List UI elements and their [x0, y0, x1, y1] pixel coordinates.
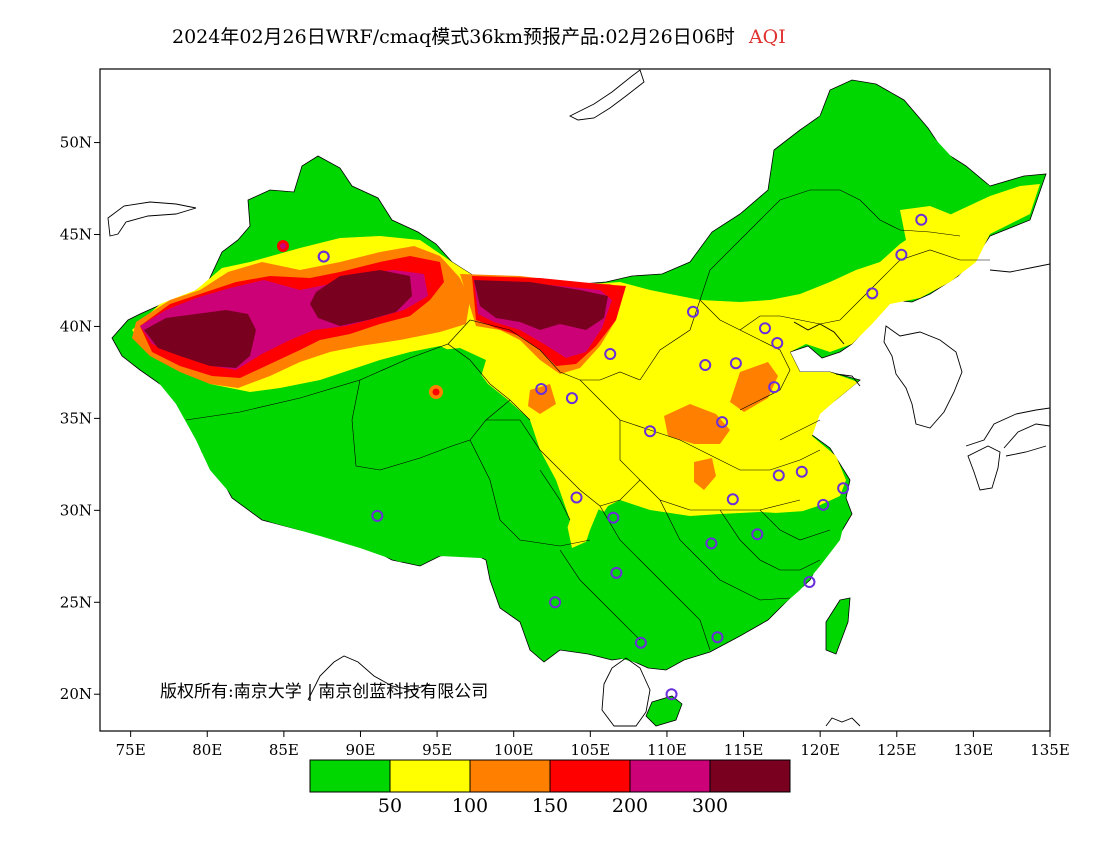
zone-green-tibet [150, 348, 570, 562]
legend-label: 150 [532, 795, 568, 817]
legend-swatch [709, 759, 791, 793]
station-marker [915, 213, 928, 226]
x-tick-label: 80E [192, 741, 222, 759]
map-frame [99, 68, 1051, 732]
map-title: 2024年02月26日WRF/cmaq模式36km预报产品:02月26日06时 A… [172, 22, 786, 49]
y-tick-label: 25N [60, 593, 92, 611]
y-tick-label: 45N [60, 226, 92, 244]
x-axis: 75E 80E 85E 90E 95E 100E 105E 110E 115E 120E 125E 1… [116, 731, 1070, 759]
y-tick-label: 30N [60, 501, 92, 519]
station-marker [535, 382, 548, 395]
province-borders [185, 189, 990, 651]
zone-maroon-alxa [474, 280, 608, 330]
y-tick-label: 35N [60, 409, 92, 427]
station-marker [759, 322, 771, 335]
legend-label: 100 [452, 795, 488, 817]
coastlines [107, 69, 1050, 727]
legend-label: 300 [692, 795, 728, 817]
title-variable: AQI [748, 26, 786, 48]
taiwan [825, 597, 851, 655]
station-marker [607, 511, 620, 524]
station-marker [565, 392, 578, 405]
x-tick-label: 135E [1030, 741, 1070, 759]
x-tick-label: 95E [422, 741, 452, 759]
station-marker [817, 498, 830, 511]
station-marker [751, 528, 764, 541]
x-tick-label: 100E [494, 741, 534, 759]
map-content [107, 69, 1050, 727]
zone-orange-hubei [694, 458, 716, 490]
copyright-text: 版权所有:南京大学 | 南京创蓝科技有限公司 [160, 682, 488, 702]
legend-swatch [629, 759, 711, 793]
y-tick-label: 50N [60, 134, 92, 152]
station-marker [686, 305, 699, 318]
station-marker [549, 596, 562, 609]
station-marker [771, 336, 784, 349]
station-marker [768, 381, 781, 394]
zone-green-south [540, 506, 846, 666]
station-marker [837, 482, 850, 495]
station-marker [705, 537, 718, 550]
x-tick-label: 130E [954, 741, 994, 759]
x-tick-label: 105E [571, 741, 611, 759]
station-marker [795, 465, 808, 478]
zone-maroon-east-tarim [310, 270, 412, 326]
legend-swatch [549, 759, 631, 793]
legend-swatch [389, 759, 471, 793]
station-marker [604, 348, 617, 361]
x-tick-label: 85E [269, 741, 299, 759]
zone-maroon-west-tarim [144, 310, 256, 368]
legend-swatch [309, 759, 391, 793]
x-tick-label: 75E [116, 741, 146, 759]
y-axis: 50N 45N 40N 35N 30N 25N 20N [60, 134, 100, 703]
zone-orange-hebei [730, 362, 778, 412]
station-marker [772, 469, 785, 482]
station-marker [716, 416, 729, 429]
station-marker [726, 493, 739, 506]
station-marker [610, 566, 623, 579]
y-tick-label: 20N [60, 685, 92, 703]
legend-label: 200 [612, 795, 648, 817]
station-marker [866, 287, 879, 300]
hotspot-tibet-core [432, 388, 440, 396]
x-tick-label: 90E [345, 741, 375, 759]
station-marker [665, 688, 678, 701]
x-tick-label: 125E [877, 741, 917, 759]
legend-swatch [469, 759, 551, 793]
station-marker [570, 491, 583, 504]
legend: 50 100 150 200 300 [309, 759, 791, 817]
zone-orange-guanzhong [664, 404, 730, 444]
hotspot-xinjiang-north-core [280, 243, 286, 249]
station-marker [711, 631, 724, 644]
zone-yellow-northeast [900, 206, 960, 252]
zone-green-northeast [700, 90, 990, 294]
x-tick-label: 115E [724, 741, 764, 759]
station-marker [317, 250, 330, 263]
legend-label: 50 [378, 795, 402, 817]
x-tick-label: 110E [647, 741, 687, 759]
title-text: 2024年02月26日WRF/cmaq模式36km预报产品:02月26日06时 [172, 26, 735, 48]
station-marker [371, 509, 384, 522]
station-marker [644, 425, 657, 438]
station-marker [634, 636, 647, 649]
y-tick-label: 40N [60, 317, 92, 335]
hainan [645, 695, 683, 727]
x-tick-label: 120E [800, 741, 840, 759]
station-marker [803, 576, 816, 589]
station-markers [317, 213, 928, 701]
station-marker [895, 248, 908, 261]
station-marker [729, 357, 742, 370]
zone-yellow-sichuan [588, 466, 620, 512]
station-marker [699, 359, 712, 372]
zone-orange-gansu [528, 384, 556, 414]
